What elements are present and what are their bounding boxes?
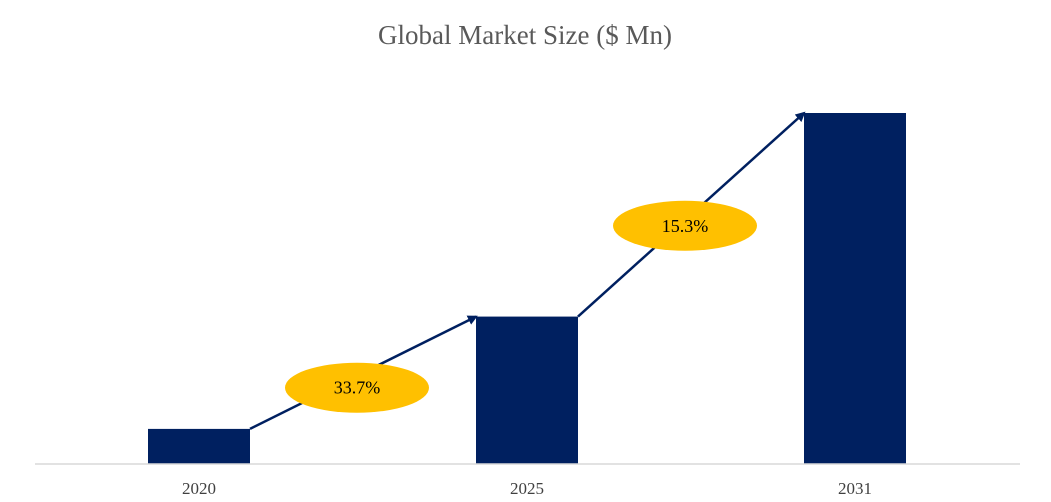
bar-2031	[804, 113, 906, 464]
chart-title: Global Market Size ($ Mn)	[378, 20, 672, 50]
cagr-annotations: 33.7% 15.3%	[249, 111, 806, 431]
cagr-label: 15.3%	[662, 216, 709, 236]
cagr-badge	[285, 362, 429, 413]
x-tick-label: 2020	[182, 479, 216, 498]
x-tick-label: 2031	[838, 479, 872, 498]
cagr-label: 33.7%	[334, 378, 381, 398]
bar-2025	[476, 316, 578, 464]
x-tick-label: 2025	[510, 479, 544, 498]
x-axis-ticks: 2020 2025 2031	[182, 479, 872, 498]
bar-2020	[148, 428, 250, 464]
plot-area	[148, 113, 906, 464]
cagr-badge	[613, 200, 757, 251]
